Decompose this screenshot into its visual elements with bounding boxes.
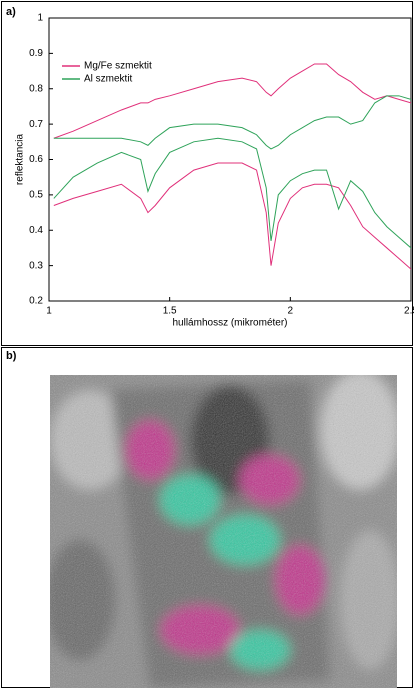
y-axis-label: reflektancia <box>15 133 26 185</box>
y-tick-label: 0.3 <box>29 260 43 271</box>
y-tick-label: 0.8 <box>29 83 43 94</box>
plot-lines <box>53 63 411 270</box>
y-tick-label: 0.6 <box>29 154 43 165</box>
y-tick-label: 0.9 <box>29 48 43 59</box>
series-line <box>53 162 411 270</box>
x-tick-label: 1 <box>46 306 52 317</box>
x-axis-label: hullámhossz (mikrométer) <box>172 318 287 329</box>
image <box>50 375 397 688</box>
series-line <box>53 63 411 139</box>
y-tick-label: 1 <box>37 13 43 24</box>
x-tick-label: 2.5 <box>404 306 414 317</box>
panel-label: b) <box>6 350 17 362</box>
legend-label: Al szmektit <box>84 74 133 85</box>
x-tick-label: 2 <box>288 306 294 317</box>
panel-label: a) <box>6 6 16 18</box>
y-tick-label: 0.4 <box>29 225 43 236</box>
x-tick-label: 1.5 <box>163 306 177 317</box>
legend-label: Mg/Fe szmektit <box>84 61 152 72</box>
series-line <box>53 95 411 150</box>
panel-frame <box>1 1 413 346</box>
y-tick-label: 0.7 <box>29 119 43 130</box>
series-line <box>53 137 411 249</box>
y-tick-label: 0.5 <box>29 190 43 201</box>
y-tick-label: 0.2 <box>29 296 43 307</box>
